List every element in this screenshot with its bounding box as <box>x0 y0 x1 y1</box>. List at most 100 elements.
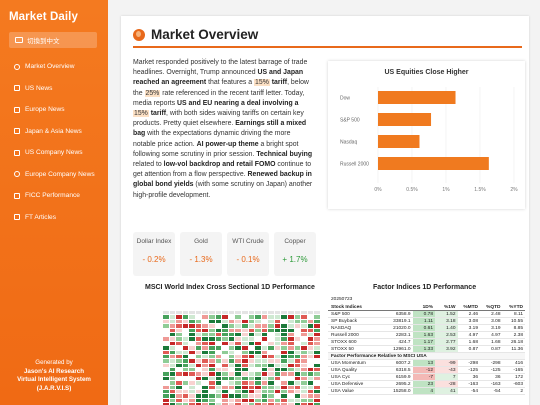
table-cell: 172 <box>514 374 523 380</box>
heatmap-cell <box>294 324 302 329</box>
heatmap-cell <box>314 372 321 377</box>
heatmap-cell <box>215 354 223 360</box>
heatmap-cell <box>307 337 315 342</box>
heatmap-cell <box>248 315 256 320</box>
heatmap-cell <box>255 398 262 404</box>
heatmap-cell <box>274 319 282 325</box>
heatmap-cell <box>215 341 223 347</box>
heatmap-cell <box>209 341 216 347</box>
heatmap-cell <box>235 328 242 333</box>
table-cell: 424.7 <box>398 339 411 345</box>
table-cell: STOXX 50 <box>331 346 354 352</box>
heatmap-cell <box>241 319 249 325</box>
heatmap-cell <box>307 341 315 347</box>
heatmap-cell <box>228 346 236 351</box>
heatmap-cell <box>176 332 183 338</box>
heatmap-cell <box>209 346 216 351</box>
heatmap-cell <box>195 350 203 355</box>
heatmap-cell <box>182 376 190 382</box>
heatmap-cell <box>209 376 216 382</box>
heatmap-cell <box>209 398 216 404</box>
sidebar-item-market-overview[interactable]: Market Overview <box>0 62 108 71</box>
heatmap-cell <box>255 359 262 364</box>
heatmap-cell <box>163 354 170 360</box>
heatmap-cell <box>281 354 288 360</box>
heatmap-cell <box>307 376 315 382</box>
heatmap-cell <box>314 403 321 405</box>
heatmap-cell <box>274 372 282 377</box>
heatmap-cell <box>287 337 295 342</box>
heatmap-cell <box>274 390 282 395</box>
heatmap-cell <box>255 315 262 320</box>
heatmap-cell <box>209 350 216 355</box>
heatmap-cell <box>228 398 236 404</box>
heatmap-cell <box>222 390 229 395</box>
heatmap-cell <box>169 359 177 364</box>
heatmap-cell <box>176 319 183 325</box>
heatmap-cell <box>281 390 288 395</box>
heatmap-cell <box>209 311 216 316</box>
heatmap-cell <box>274 328 282 333</box>
table-cell: -43 <box>435 366 458 373</box>
heatmap-cell <box>314 350 321 355</box>
sidebar-item-us-news[interactable]: US News <box>0 84 108 93</box>
heatmap-cell <box>268 354 275 360</box>
heatmap-cell <box>255 363 262 369</box>
heatmap-cell <box>189 350 196 355</box>
heatmap-cell <box>189 394 196 399</box>
heatmap-cell <box>215 403 223 405</box>
heatmap-cell <box>176 398 183 404</box>
table-row: USA Quality 6318.5 -12 -43 -125 -125 -165 <box>328 366 525 374</box>
heatmap-cell <box>241 332 249 338</box>
heatmap-cell <box>248 385 256 391</box>
heatmap-cell <box>301 368 308 373</box>
table-cell: 3.19 <box>468 325 478 331</box>
generated-line: Jason's AI Research <box>23 367 85 375</box>
sidebar-item-japan-asia-news[interactable]: Japan & Asia News <box>0 127 108 136</box>
table-cell: 1.33 <box>412 345 435 352</box>
heatmap-cell <box>182 363 190 369</box>
heatmap-cell <box>268 363 275 369</box>
table-cell: -165 <box>513 367 523 373</box>
sidebar-item-ft-articles[interactable]: FT Articles <box>0 213 108 222</box>
heatmap-cell <box>163 328 170 333</box>
language-toggle-button[interactable]: 切換到中文 <box>9 32 97 48</box>
heatmap-cell <box>248 368 256 373</box>
heatmap-cell <box>176 328 183 333</box>
heatmap-title: MSCI World Index Cross Sectional 1D Perf… <box>145 284 315 291</box>
heatmap-cell <box>261 385 269 391</box>
heatmap-row <box>133 398 321 404</box>
heatmap-cell <box>189 354 196 360</box>
heatmap-cell <box>182 354 190 360</box>
sidebar-item-europe-news[interactable]: Europe News <box>0 105 108 114</box>
heatmap-row <box>133 363 321 369</box>
heatmap-cell <box>215 394 223 399</box>
heatmap-cell <box>314 376 321 382</box>
heatmap-cell <box>281 359 288 364</box>
heatmap-cell <box>301 324 308 329</box>
sidebar-item-europe-company-news[interactable]: Europe Company News <box>0 170 108 179</box>
heatmap-cell <box>209 385 216 391</box>
heatmap-cell <box>274 315 282 320</box>
heatmap-cell <box>182 315 190 320</box>
heatmap-cell <box>163 315 170 320</box>
heatmap-cell <box>228 359 236 364</box>
table-cell: 0.87 <box>491 346 501 352</box>
heatmap-cell <box>163 385 170 391</box>
sidebar-item-us-company-news[interactable]: US Company News <box>0 148 108 157</box>
heatmap-cell <box>222 376 229 382</box>
heatmap-cell <box>268 311 275 316</box>
heatmap-cell <box>281 319 288 325</box>
heatmap-cell <box>307 350 315 355</box>
heatmap-cell <box>163 376 170 382</box>
heatmap-cell <box>255 381 262 386</box>
sidebar-item-ficc-performance[interactable]: FICC Performance <box>0 191 108 200</box>
heatmap-cell <box>228 350 236 355</box>
heatmap-cell <box>235 363 242 369</box>
heatmap-cell <box>235 403 242 405</box>
heatmap-cell <box>163 319 170 325</box>
heatmap-cell <box>169 332 177 338</box>
heatmap-cell <box>261 350 269 355</box>
heatmap-cell <box>169 398 177 404</box>
heatmap-cell <box>255 341 262 347</box>
